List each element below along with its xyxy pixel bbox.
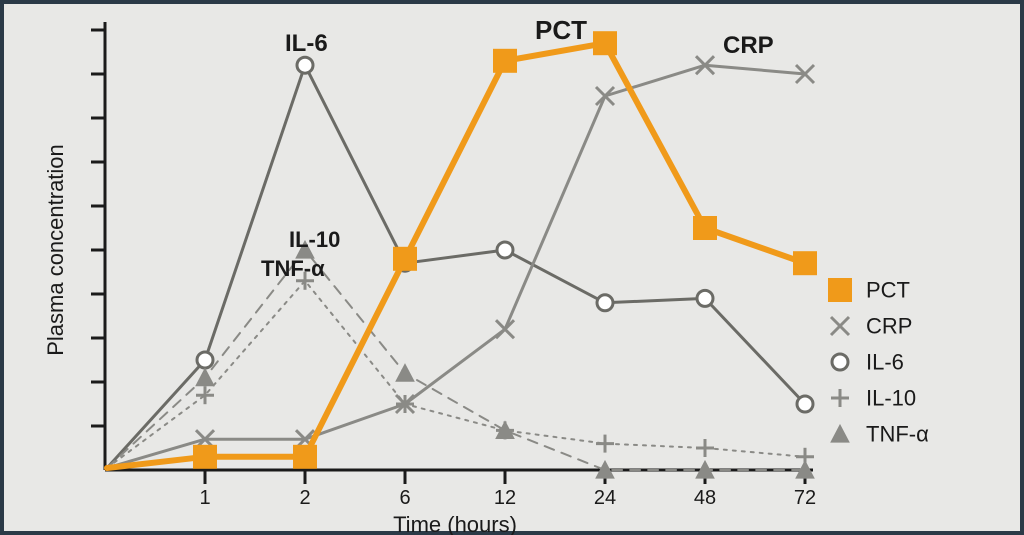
legend-label-il-6: IL-6 bbox=[866, 350, 904, 375]
annotation-il-10: IL-10 bbox=[289, 227, 340, 252]
x-axis-label: Time (hours) bbox=[393, 512, 517, 535]
legend-label-crp: CRP bbox=[866, 314, 912, 339]
annotation-il-6: IL-6 bbox=[285, 30, 328, 57]
x-tick-label: 72 bbox=[794, 487, 816, 509]
x-tick-label: 12 bbox=[494, 487, 516, 509]
chart-container: 12612244872Time (hours)Plasma concentrat… bbox=[0, 0, 1024, 535]
annotation-pct: PCT bbox=[535, 15, 587, 45]
legend-label-tnf-a: TNF-α bbox=[866, 422, 929, 447]
y-axis-label: Plasma concentration bbox=[43, 144, 68, 356]
x-tick-label: 6 bbox=[399, 487, 410, 509]
x-tick-label: 24 bbox=[594, 487, 616, 509]
x-tick-label: 48 bbox=[694, 487, 716, 509]
legend-label-il-10: IL-10 bbox=[866, 386, 916, 411]
plasma-concentration-chart: 12612244872Time (hours)Plasma concentrat… bbox=[0, 0, 1024, 535]
x-tick-label: 2 bbox=[299, 487, 310, 509]
annotation-tnf-a: TNF-α bbox=[261, 256, 325, 281]
legend-label-pct: PCT bbox=[866, 278, 910, 303]
annotation-crp: CRP bbox=[723, 32, 774, 59]
x-tick-label: 1 bbox=[199, 487, 210, 509]
